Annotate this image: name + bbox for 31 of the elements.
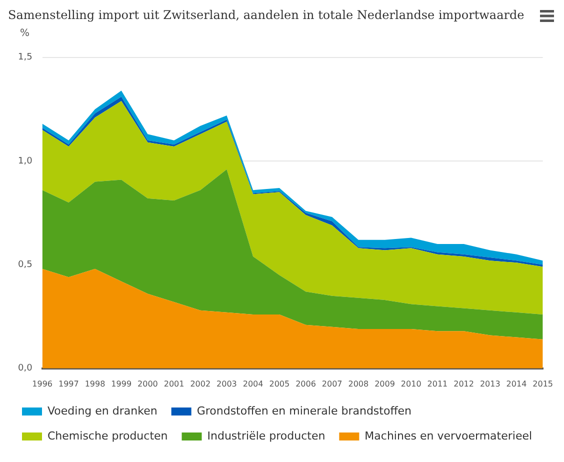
x-tick-label: 2003 xyxy=(216,379,237,388)
y-tick-label: 0,5 xyxy=(18,260,32,270)
x-tick-label: 2006 xyxy=(296,379,316,388)
x-tick-label: 2004 xyxy=(242,379,264,388)
y-tick-label: 0,0 xyxy=(18,364,33,374)
x-tick-label: 2008 xyxy=(348,379,369,388)
legend-label: Industriële producten xyxy=(207,429,326,442)
x-tick-label: 2014 xyxy=(506,379,527,388)
x-tick-label: 2013 xyxy=(480,379,500,388)
x-tick-label: 1996 xyxy=(32,379,52,388)
legend-label: Chemische producten xyxy=(48,429,168,442)
y-axis-title: % xyxy=(19,28,31,41)
y-tick-label: 1,0 xyxy=(18,156,33,166)
x-tick-label: 1999 xyxy=(111,379,132,388)
x-tick-label: 2012 xyxy=(454,379,474,388)
x-tick-label: 2005 xyxy=(269,379,290,388)
x-tick-label: 2002 xyxy=(190,379,211,388)
chart-title: Samenstelling import uit Zwitserland, aandelen in totale Nederlandse importwaarde xyxy=(8,8,526,24)
legend-label: Grondstoffen en minerale brandstoffen xyxy=(196,404,412,418)
x-tick-label: 1998 xyxy=(84,379,106,388)
x-tick-label: 2000 xyxy=(138,379,158,388)
x-tick-label: 2015 xyxy=(532,379,553,388)
legend-label: Voeding en dranken xyxy=(48,404,158,418)
legend-label: Machines en vervoermaterieel xyxy=(364,429,532,442)
x-tick-label: 1997 xyxy=(58,379,79,388)
y-tick-label: 1,5 xyxy=(18,52,32,63)
x-tick-label: 2010 xyxy=(400,379,422,388)
x-tick-label: 2007 xyxy=(322,379,342,388)
x-tick-label: 2011 xyxy=(427,379,448,388)
x-tick-label: 2009 xyxy=(374,379,395,388)
x-tick-label: 2001 xyxy=(164,379,184,388)
